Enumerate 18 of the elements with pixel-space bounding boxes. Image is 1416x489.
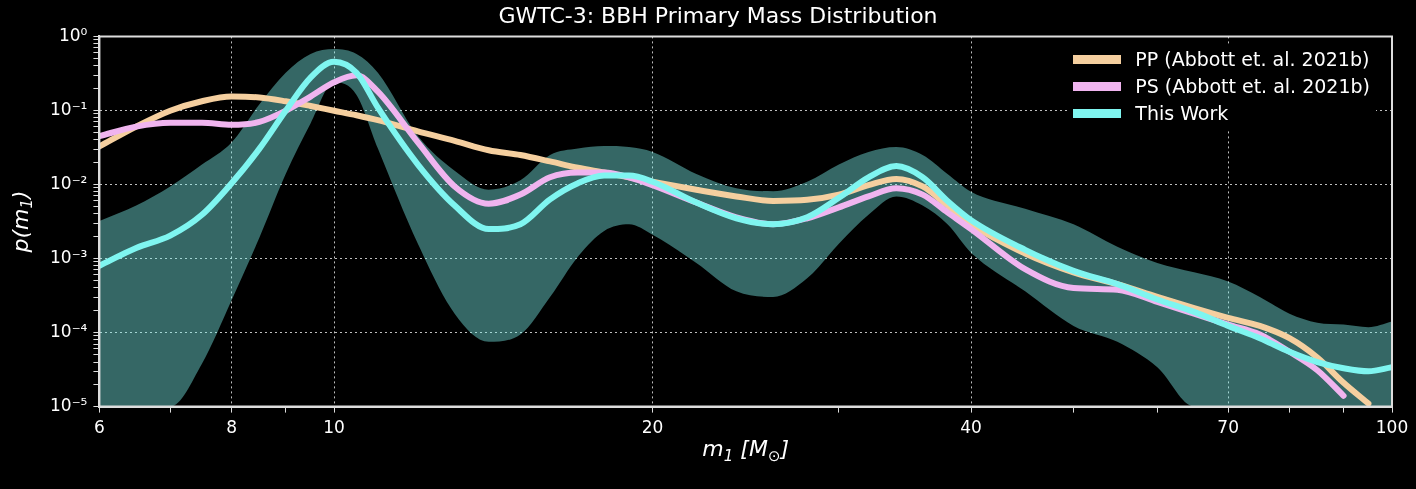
y-tick-label: 10⁰ xyxy=(58,24,88,45)
y-axis-title: p(m1) xyxy=(7,190,37,254)
legend-label: This Work xyxy=(1135,101,1229,126)
y-tick-label: 10⁻⁴ xyxy=(50,320,88,341)
x-tick-label: 70 xyxy=(1217,417,1239,438)
y-tick-label: 10⁻¹ xyxy=(50,98,88,119)
x-tick-label: 40 xyxy=(960,417,982,438)
x-tick-label: 10 xyxy=(323,417,345,438)
legend-label: PP (Abbott et. al. 2021b) xyxy=(1135,47,1370,72)
x-tick-label: 20 xyxy=(641,417,664,438)
chart-title: GWTC-3: BBH Primary Mass Distribution xyxy=(498,2,938,28)
x-tick-label: 100 xyxy=(1375,417,1409,438)
y-tick-label: 10⁻² xyxy=(50,172,88,193)
y-tick-label: 10⁻⁵ xyxy=(50,395,88,416)
x-tick-label: 6 xyxy=(94,417,105,438)
legend-label: PS (Abbott et. al. 2021b) xyxy=(1135,74,1370,99)
y-tick-label: 10⁻³ xyxy=(50,246,88,267)
x-tick-label: 8 xyxy=(226,417,238,438)
